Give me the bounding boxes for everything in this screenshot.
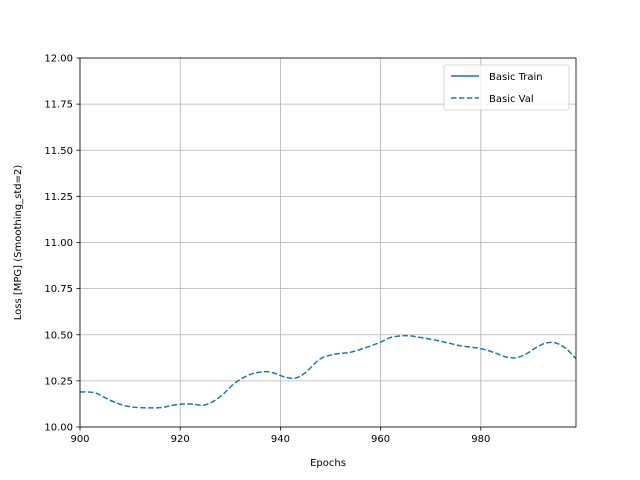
y-tick-label: 11.75 [44, 100, 73, 111]
series-lines [79, 334, 577, 409]
legend-label-basic-val: Basic Val [489, 94, 534, 105]
y-tick-label: 11.00 [44, 238, 73, 249]
y-tick-label: 12.00 [44, 54, 73, 65]
series-line-basic-val [79, 334, 577, 409]
y-tick-label: 10.75 [44, 284, 73, 295]
y-tick-label: 10.25 [44, 376, 73, 387]
x-axis-label: Epochs [310, 458, 346, 469]
y-tick-label: 10.00 [44, 423, 73, 434]
axis-ticks: 900 920 940 960 980 10.00 10.25 10.50 10.75 11.00… [44, 54, 490, 446]
x-tick-label: 980 [471, 434, 490, 445]
x-tick-label: 920 [171, 434, 190, 445]
x-tick-label: 900 [70, 434, 89, 445]
y-tick-label: 11.50 [44, 146, 73, 157]
legend-label-basic-train: Basic Train [489, 72, 543, 83]
legend: Basic Train Basic Val [443, 64, 570, 111]
y-tick-label: 11.25 [44, 192, 73, 203]
x-tick-label: 960 [371, 434, 390, 445]
x-tick-label: 940 [271, 434, 290, 445]
y-axis-label: Loss [MPG] (Smoothing_std=2) [13, 165, 24, 321]
y-tick-label: 10.50 [44, 330, 73, 341]
